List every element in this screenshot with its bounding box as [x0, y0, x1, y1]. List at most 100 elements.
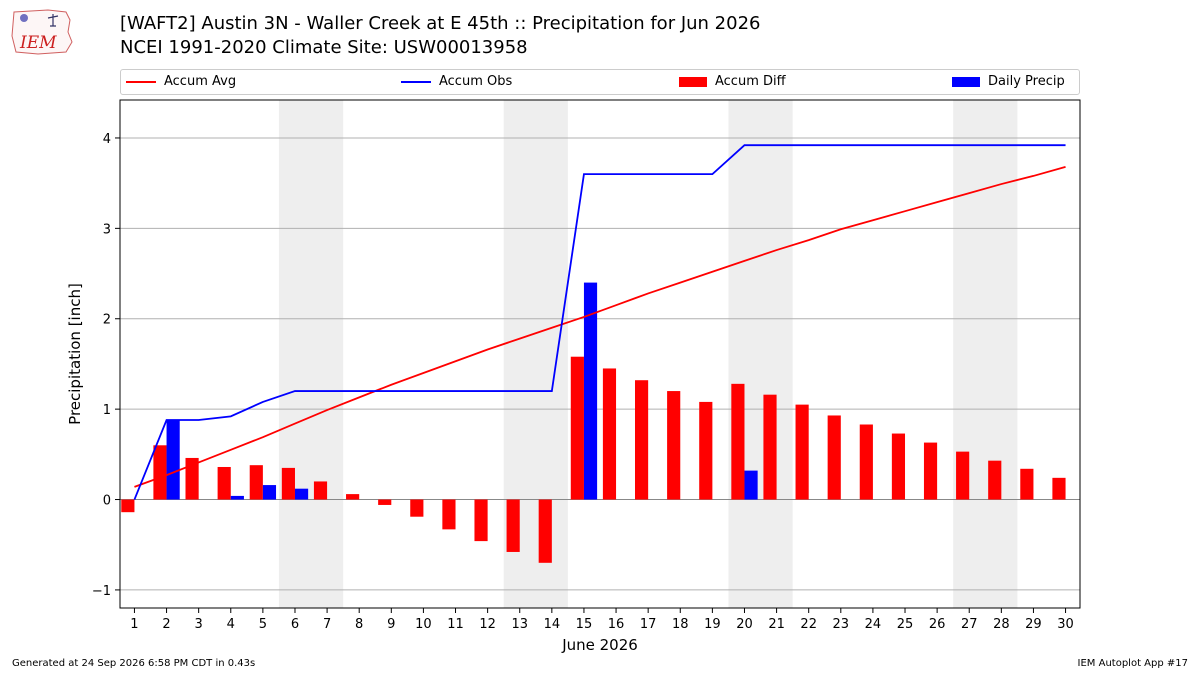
- y-tick-label: 2: [103, 313, 111, 328]
- x-tick-label: 24: [865, 617, 882, 632]
- legend-swatch-accum-avg: [126, 80, 156, 83]
- y-tick-label: 4: [103, 132, 111, 147]
- y-tick-label: 1: [103, 403, 111, 418]
- x-tick-label: 20: [736, 617, 753, 632]
- weekend-shading-group: [278, 100, 1018, 608]
- x-tick-label: 29: [1025, 617, 1042, 632]
- satellite-icon: [20, 14, 28, 22]
- x-tick-label: 13: [511, 617, 528, 632]
- accum-diff-bar: [506, 499, 520, 552]
- x-tick-label: 4: [227, 617, 235, 632]
- plot-frame: [119, 99, 1081, 609]
- accum-diff-bar: [217, 466, 231, 500]
- accum-diff-bar: [249, 465, 263, 500]
- x-tick-label: 3: [195, 617, 203, 632]
- gridlines-group: [120, 137, 1080, 591]
- bars-group: [121, 282, 1066, 563]
- x-tick-label: 15: [576, 617, 593, 632]
- accum-diff-bar: [410, 499, 424, 517]
- legend-label-accum-diff: Accum Diff: [715, 74, 786, 89]
- x-tick-label: 21: [768, 617, 785, 632]
- accum-diff-bar: [570, 356, 584, 500]
- accum-avg-line: [134, 166, 1066, 488]
- accum-diff-bar: [474, 499, 488, 542]
- accum-diff-bar: [956, 451, 970, 500]
- legend-label-daily-precip: Daily Precip: [988, 74, 1065, 89]
- y-axis-label: Precipitation [inch]: [66, 283, 84, 425]
- legend-item-accum-diff: Accum Diff: [679, 73, 786, 91]
- accum-diff-bar: [346, 494, 360, 500]
- x-tick-label: 10: [415, 617, 432, 632]
- title-line-1: [WAFT2] Austin 3N - Waller Creek at E 45…: [120, 13, 761, 34]
- x-tick-label: 14: [544, 617, 561, 632]
- accum-diff-bar: [988, 460, 1002, 500]
- x-tick-label: 28: [993, 617, 1010, 632]
- weekend-shade: [728, 100, 793, 608]
- x-tick-label: 19: [704, 617, 721, 632]
- accum-diff-bar: [827, 415, 841, 500]
- legend-label-accum-obs: Accum Obs: [439, 74, 513, 89]
- accum-diff-bar: [602, 368, 617, 500]
- x-tick-label: 12: [479, 617, 496, 632]
- x-axis-label: June 2026: [561, 636, 638, 654]
- legend-item-accum-avg: Accum Avg: [126, 73, 236, 91]
- title-line-2: NCEI 1991-2020 Climate Site: USW00013958: [120, 37, 528, 58]
- legend-label-accum-avg: Accum Avg: [164, 74, 237, 89]
- daily-precip-bar: [583, 282, 598, 500]
- accum-diff-bar: [442, 499, 456, 530]
- accum-diff-bar: [699, 401, 713, 500]
- accum-diff-bar: [731, 383, 745, 500]
- x-tick-label: 9: [387, 617, 395, 632]
- x-tick-label: 6: [291, 617, 299, 632]
- x-tick-label: 22: [800, 617, 817, 632]
- accum-obs-line: [133, 144, 1066, 500]
- daily-precip-bar: [166, 419, 180, 500]
- x-tick-label: 25: [897, 617, 914, 632]
- x-tick-label: 1: [130, 617, 138, 632]
- lines-group: [133, 144, 1066, 500]
- x-tick-label: 26: [929, 617, 946, 632]
- legend-swatch-accum-diff: [679, 76, 707, 87]
- iem-logo: IEM: [11, 9, 73, 55]
- x-tick-label: 2: [162, 617, 170, 632]
- footer-generated-text: Generated at 24 Sep 2026 6:58 PM CDT in …: [12, 658, 256, 669]
- accum-diff-bar: [667, 391, 681, 500]
- accum-diff-bar: [1020, 468, 1034, 500]
- accum-diff-bar: [634, 380, 649, 500]
- accum-diff-bar: [538, 499, 552, 563]
- accum-diff-bar: [185, 457, 199, 500]
- accum-diff-bar: [313, 481, 328, 500]
- legend-item-accum-obs: Accum Obs: [401, 73, 512, 91]
- accum-diff-bar: [153, 445, 167, 500]
- daily-precip-bar: [294, 488, 309, 500]
- accum-diff-bar: [891, 433, 906, 500]
- accum-diff-bar: [121, 499, 135, 513]
- x-tick-label: 17: [640, 617, 657, 632]
- accum-diff-bar: [378, 499, 392, 505]
- weekend-shade: [278, 100, 344, 608]
- logo-text: IEM: [19, 33, 57, 53]
- legend: Accum Avg Accum Obs Accum Diff Daily Pre…: [120, 69, 1080, 95]
- accum-diff-bar: [281, 467, 295, 500]
- y-tick-label: 3: [103, 222, 111, 237]
- chart-title: [WAFT2] Austin 3N - Waller Creek at E 45…: [120, 12, 760, 60]
- weekend-shade: [953, 100, 1018, 608]
- x-tick-label: 23: [833, 617, 850, 632]
- accum-diff-bar: [795, 404, 809, 500]
- daily-precip-bar: [230, 495, 244, 500]
- accum-diff-bar: [859, 424, 873, 500]
- x-tick-label: 30: [1057, 617, 1074, 632]
- legend-item-daily-precip: Daily Precip: [952, 73, 1065, 91]
- x-tick-label: 5: [259, 617, 267, 632]
- legend-swatch-accum-obs: [401, 80, 431, 83]
- accum-diff-bar: [1052, 477, 1066, 500]
- y-tick-label: 0: [103, 494, 111, 509]
- x-tick-label: 7: [323, 617, 331, 632]
- daily-precip-bar: [262, 485, 277, 500]
- accum-diff-bar: [763, 394, 777, 500]
- x-tick-label: 11: [447, 617, 464, 632]
- legend-swatch-daily-precip: [952, 76, 980, 87]
- x-tick-label: 8: [355, 617, 363, 632]
